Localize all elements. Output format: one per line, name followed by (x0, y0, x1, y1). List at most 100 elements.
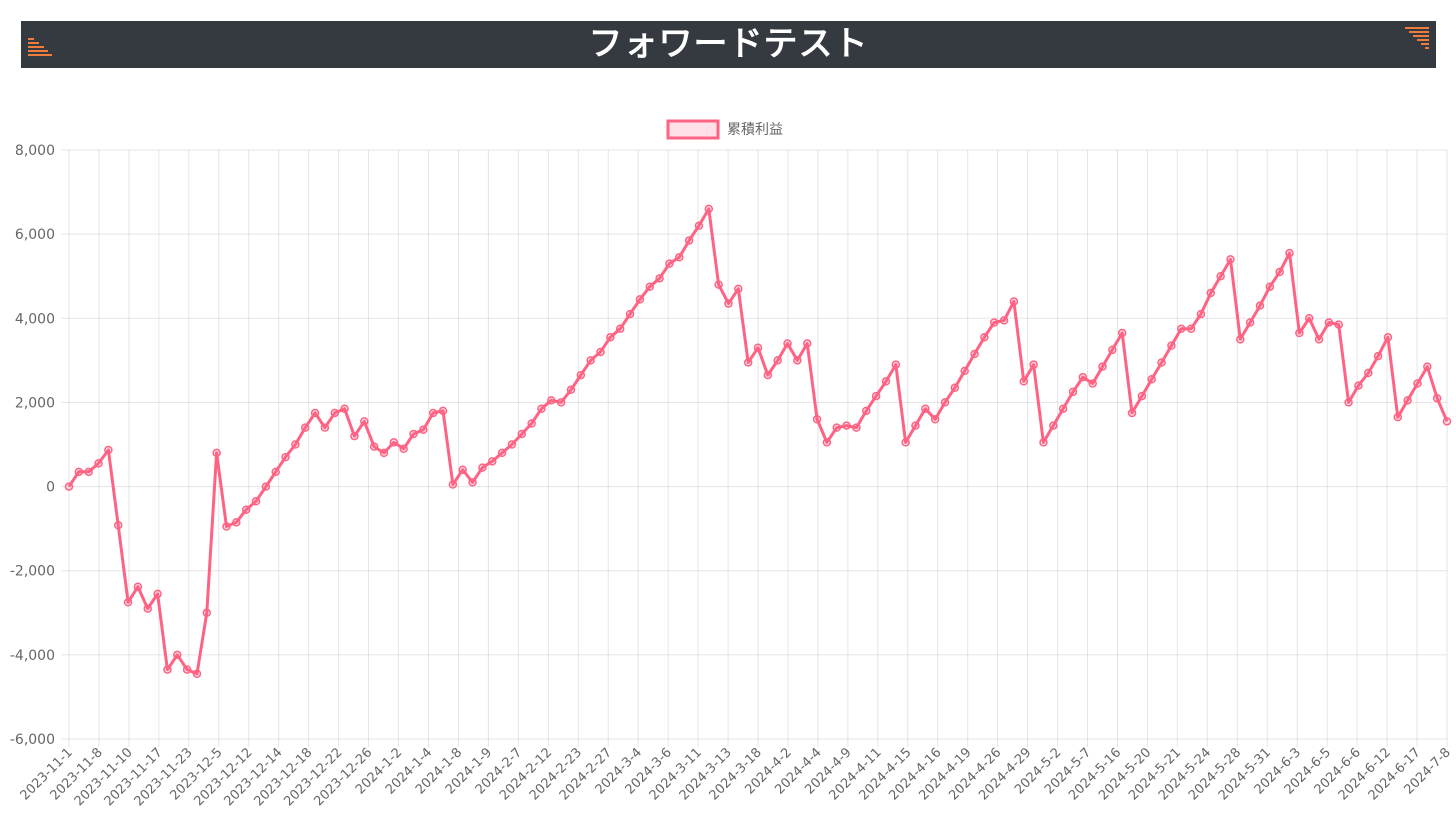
data-point[interactable] (1019, 377, 1029, 386)
data-point[interactable] (704, 204, 714, 214)
data-point[interactable] (428, 408, 438, 418)
data-point[interactable] (1196, 309, 1206, 319)
data-point[interactable] (438, 406, 448, 416)
data-point[interactable] (989, 318, 999, 327)
data-point[interactable] (921, 404, 930, 413)
data-point[interactable] (360, 417, 369, 426)
data-point[interactable] (1186, 324, 1196, 334)
data-point[interactable] (478, 463, 487, 472)
data-point[interactable] (1157, 358, 1166, 367)
data-point[interactable] (615, 324, 625, 334)
data-point[interactable] (113, 521, 123, 530)
data-point[interactable] (1334, 320, 1343, 329)
data-point[interactable] (222, 522, 231, 531)
data-point[interactable] (753, 343, 763, 352)
data-point[interactable] (714, 280, 723, 289)
data-point[interactable] (940, 398, 950, 407)
data-point[interactable] (1403, 396, 1412, 405)
data-point[interactable] (832, 423, 841, 432)
data-point[interactable] (1432, 393, 1442, 403)
data-point[interactable] (606, 332, 615, 342)
data-point[interactable] (212, 448, 221, 458)
data-point[interactable] (950, 383, 960, 392)
data-point[interactable] (507, 440, 517, 449)
data-point[interactable] (517, 429, 527, 439)
data-point[interactable] (655, 274, 664, 283)
legend[interactable]: 累積利益 (666, 119, 783, 140)
data-point[interactable] (802, 339, 812, 348)
data-point[interactable] (901, 438, 910, 447)
data-point[interactable] (291, 440, 300, 449)
data-point[interactable] (1029, 360, 1038, 369)
data-point[interactable] (468, 478, 477, 487)
data-point[interactable] (1393, 412, 1403, 422)
data-point[interactable] (448, 480, 458, 489)
data-point[interactable] (1255, 301, 1265, 310)
data-point[interactable] (399, 444, 408, 453)
data-point[interactable] (1206, 288, 1216, 298)
data-point[interactable] (133, 582, 143, 591)
data-point[interactable] (1295, 328, 1304, 338)
data-point[interactable] (1049, 421, 1058, 430)
data-point[interactable] (389, 438, 399, 447)
data-point[interactable] (724, 299, 733, 308)
data-point[interactable] (94, 459, 103, 468)
data-point[interactable] (783, 339, 792, 348)
data-point[interactable] (556, 398, 566, 407)
data-point[interactable] (300, 423, 310, 432)
data-point[interactable] (694, 221, 704, 230)
data-point[interactable] (635, 295, 645, 304)
data-point[interactable] (881, 377, 891, 386)
data-point[interactable] (64, 482, 74, 491)
data-point[interactable] (675, 253, 684, 262)
data-point[interactable] (369, 442, 379, 451)
data-point[interactable] (1176, 324, 1186, 334)
data-point[interactable] (1354, 381, 1363, 390)
data-point[interactable] (1265, 282, 1275, 291)
data-point[interactable] (1068, 387, 1078, 397)
data-point[interactable] (1423, 362, 1432, 371)
data-point[interactable] (743, 358, 753, 367)
data-point[interactable] (773, 356, 782, 365)
data-point[interactable] (970, 349, 979, 359)
data-point[interactable] (1413, 379, 1422, 388)
data-point[interactable] (1009, 297, 1019, 306)
data-point[interactable] (891, 360, 901, 369)
data-point[interactable] (527, 419, 536, 428)
data-point[interactable] (330, 408, 340, 418)
data-point[interactable] (862, 406, 871, 416)
data-point[interactable] (1373, 351, 1383, 361)
data-point[interactable] (1383, 332, 1393, 342)
data-point[interactable] (320, 423, 330, 432)
data-point[interactable] (596, 347, 605, 357)
data-point[interactable] (310, 408, 320, 418)
data-point[interactable] (379, 448, 389, 458)
data-point[interactable] (645, 282, 654, 291)
data-point[interactable] (74, 467, 84, 477)
data-point[interactable] (261, 482, 271, 491)
data-point[interactable] (1058, 404, 1068, 413)
data-point[interactable] (419, 425, 428, 435)
data-point[interactable] (1314, 335, 1324, 344)
data-point[interactable] (999, 316, 1009, 325)
data-point[interactable] (1344, 398, 1353, 407)
data-point[interactable] (547, 396, 556, 405)
data-point[interactable] (566, 385, 576, 395)
data-point[interactable] (104, 445, 113, 455)
data-point[interactable] (1137, 391, 1147, 401)
data-point[interactable] (153, 589, 162, 599)
data-point[interactable] (1245, 318, 1255, 327)
data-point[interactable] (1226, 255, 1235, 264)
data-point[interactable] (1285, 248, 1294, 258)
data-point[interactable] (232, 518, 241, 527)
data-point[interactable] (84, 467, 93, 477)
data-point[interactable] (1117, 328, 1127, 338)
sort-ascending-icon[interactable] (26, 21, 54, 56)
data-point[interactable] (1304, 314, 1314, 323)
data-point[interactable] (1364, 368, 1373, 378)
data-point[interactable] (665, 259, 674, 268)
data-point[interactable] (1127, 408, 1137, 418)
data-point[interactable] (930, 415, 940, 424)
sort-descending-icon[interactable] (1403, 21, 1431, 55)
data-point[interactable] (1275, 267, 1284, 277)
